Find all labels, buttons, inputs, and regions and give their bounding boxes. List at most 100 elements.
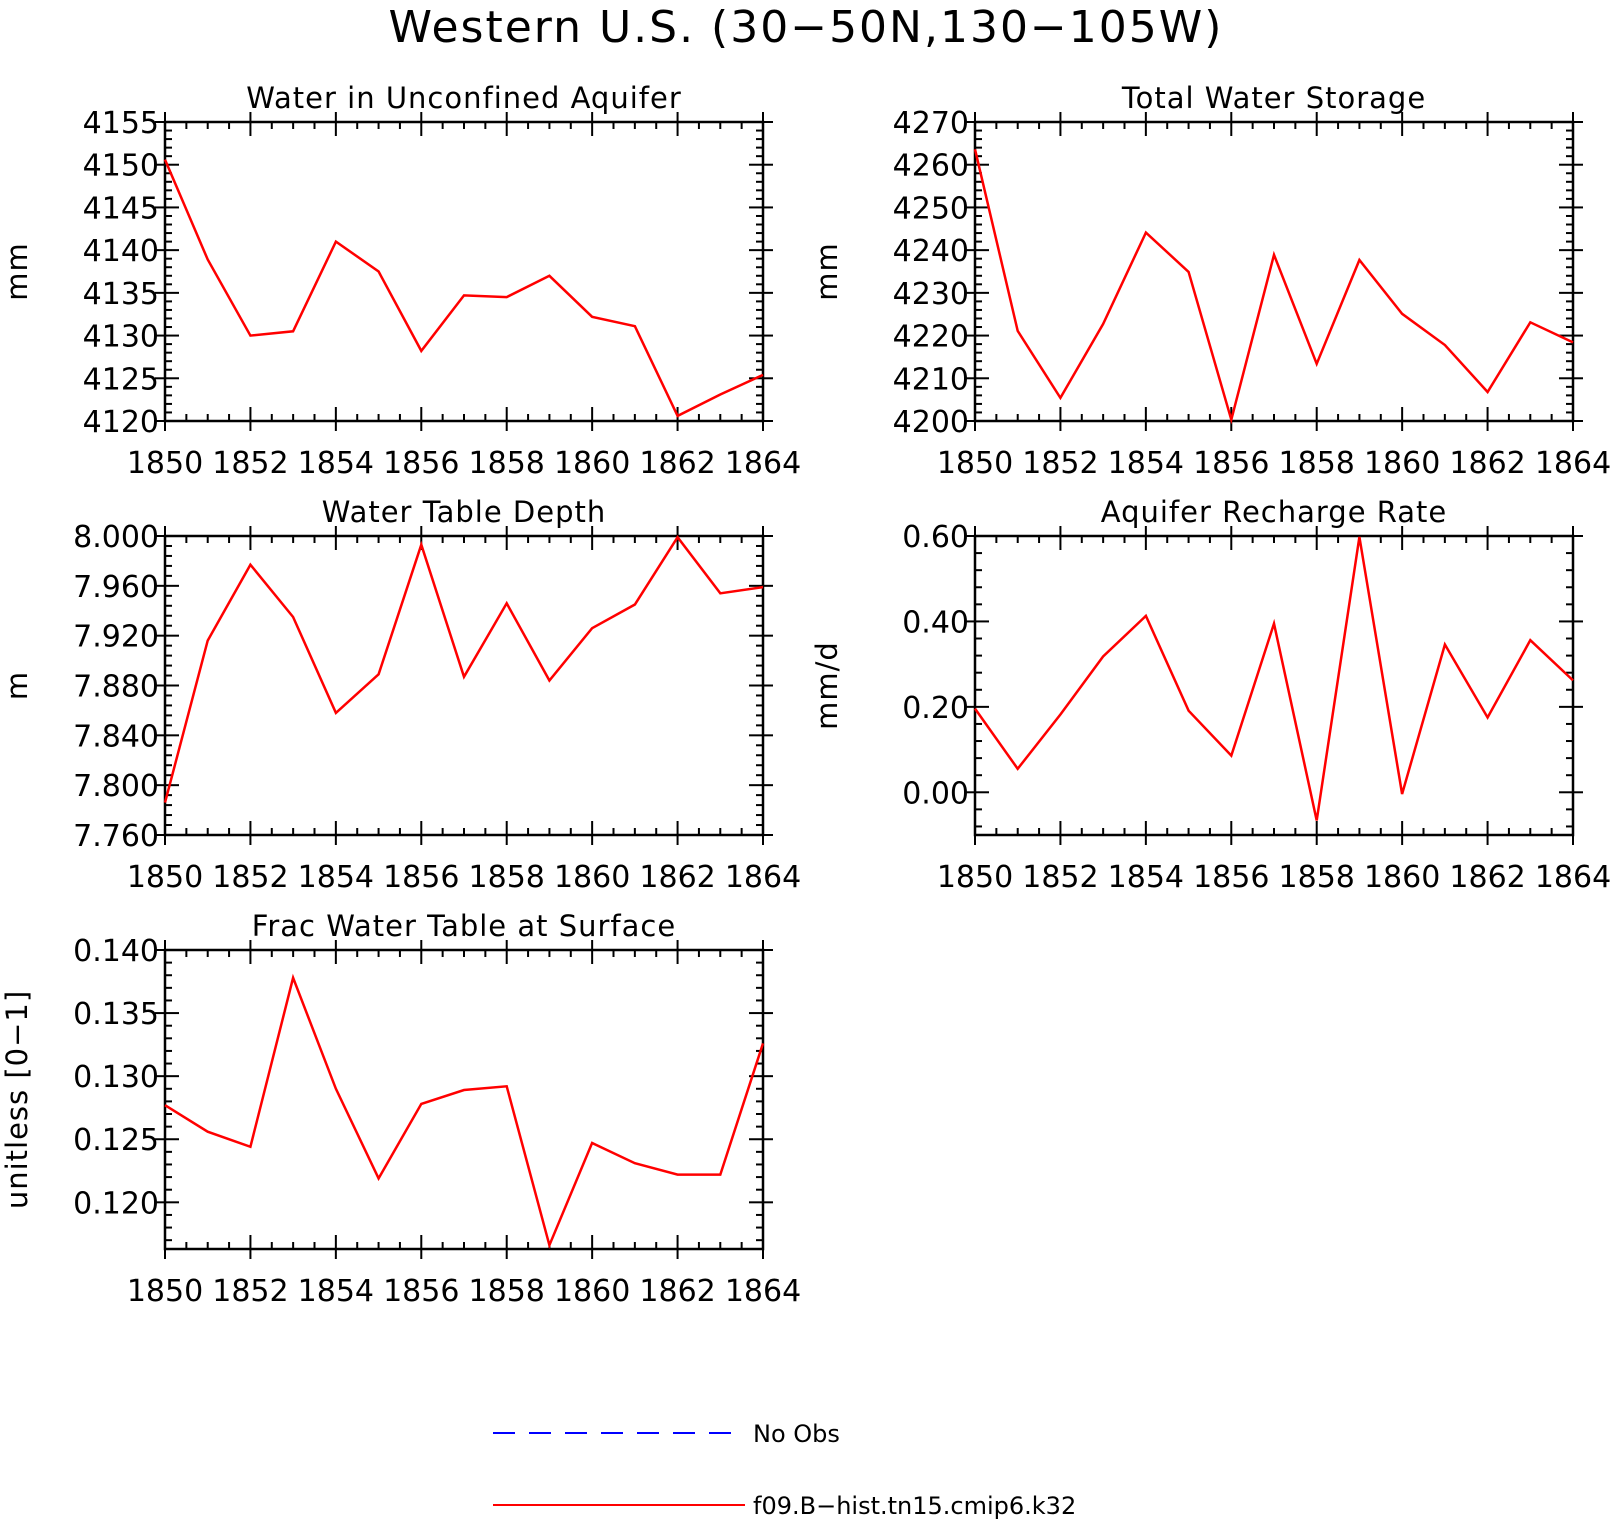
legend: No Obs f09.B−hist.tn15.cmip6.k32 — [493, 1420, 1076, 1519]
x-tick-label: 1854 — [298, 446, 374, 481]
x-tick-label: 1860 — [1364, 860, 1440, 895]
x-tick-label: 1852 — [1022, 860, 1098, 895]
y-tick-label: 0.125 — [73, 1123, 159, 1158]
y-tick-label: 4130 — [83, 320, 159, 355]
y-tick-label: 4140 — [83, 234, 159, 269]
x-tick-label: 1852 — [212, 1274, 288, 1309]
x-tick-label: 1850 — [127, 446, 203, 481]
x-tick-label: 1856 — [383, 446, 459, 481]
x-tick-label: 1850 — [127, 860, 203, 895]
x-tick-label: 1864 — [725, 860, 801, 895]
y-tick-label: 0.60 — [902, 520, 969, 555]
x-tick-label: 1850 — [127, 1274, 203, 1309]
panel-title: Water in Unconfined Aquifer — [246, 81, 682, 115]
y-tick-label: 7.880 — [73, 670, 159, 705]
y-tick-label: 8.000 — [73, 520, 159, 555]
panel-title: Aquifer Recharge Rate — [1101, 495, 1448, 529]
y-axis-label: m — [0, 671, 34, 700]
y-axis-label: mm — [810, 242, 844, 301]
y-tick-label: 4240 — [893, 234, 969, 269]
x-tick-label: 1856 — [1193, 446, 1269, 481]
x-tick-label: 1856 — [1193, 860, 1269, 895]
panel-aquifer-recharge-rate: Aquifer Recharge Rate mm/d 1850 1852 1854 185… — [810, 495, 1611, 895]
figure-title: Western U.S. (30−50N,130−105W) — [389, 2, 1224, 53]
x-tick-label: 1854 — [298, 1274, 374, 1309]
panel-water-table-depth: Water Table Depth m 1850 1852 1854 1856 1858 18… — [0, 495, 801, 895]
x-tick-label: 1858 — [469, 860, 545, 895]
x-tick-label: 1862 — [639, 446, 715, 481]
x-tick-label: 1862 — [1449, 446, 1525, 481]
y-tick-label: 7.800 — [73, 769, 159, 804]
y-tick-label: 4230 — [893, 277, 969, 312]
y-tick-label: 4125 — [83, 362, 159, 397]
x-tick-label: 1860 — [554, 1274, 630, 1309]
y-tick-label: 0.40 — [902, 605, 969, 640]
x-tick-label: 1858 — [1279, 446, 1355, 481]
y-tick-label: 4250 — [893, 191, 969, 226]
x-tick-label: 1864 — [1535, 446, 1611, 481]
y-tick-label: 4135 — [83, 277, 159, 312]
y-tick-label: 0.135 — [73, 997, 159, 1032]
plot-frame — [163, 534, 765, 837]
x-tick-label: 1864 — [1535, 860, 1611, 895]
x-tick-label: 1854 — [1108, 860, 1184, 895]
panel-title: Water Table Depth — [322, 495, 607, 529]
x-tick-label: 1852 — [212, 446, 288, 481]
x-tick-label: 1860 — [554, 860, 630, 895]
x-tick-label: 1854 — [1108, 446, 1184, 481]
x-tick-label: 1850 — [937, 860, 1013, 895]
x-tick-label: 1860 — [1364, 446, 1440, 481]
x-tick-label: 1864 — [725, 1274, 801, 1309]
y-tick-label: 4210 — [893, 362, 969, 397]
series-line — [163, 535, 764, 803]
series-line — [973, 536, 1574, 821]
y-tick-label: 4145 — [83, 191, 159, 226]
x-tick-label: 1862 — [639, 1274, 715, 1309]
x-tick-label: 1856 — [383, 860, 459, 895]
panels: Water in Unconfined Aquifer mm 1850 1852 185… — [0, 81, 1611, 1309]
series-line — [163, 159, 764, 418]
y-axis-label: mm/d — [810, 641, 844, 730]
y-tick-label: 0.130 — [73, 1060, 159, 1095]
x-tick-label: 1862 — [1449, 860, 1525, 895]
x-tick-label: 1850 — [937, 446, 1013, 481]
x-tick-label: 1860 — [554, 446, 630, 481]
y-tick-label: 7.840 — [73, 719, 159, 754]
y-tick-label: 0.00 — [902, 776, 969, 811]
y-tick-label: 4220 — [893, 320, 969, 355]
y-tick-label: 7.920 — [73, 620, 159, 655]
y-tick-label: 4260 — [893, 149, 969, 184]
x-tick-label: 1858 — [469, 446, 545, 481]
panel-frac-water-table-at-surface: Frac Water Table at Surface unitless [0−1… — [0, 909, 801, 1309]
panel-water-in-unconfined-aquifer: Water in Unconfined Aquifer mm 1850 1852 185… — [0, 81, 801, 481]
series-line — [164, 973, 765, 1250]
x-tick-label: 1854 — [298, 860, 374, 895]
plot-frame — [973, 120, 1575, 423]
y-axis-label: unitless [0−1] — [0, 990, 34, 1209]
x-tick-label: 1864 — [725, 446, 801, 481]
x-tick-label: 1862 — [639, 860, 715, 895]
y-tick-label: 7.760 — [73, 819, 159, 854]
plot-frame — [163, 120, 765, 423]
legend-model-label: f09.B−hist.tn15.cmip6.k32 — [753, 1492, 1076, 1519]
x-tick-label: 1858 — [469, 1274, 545, 1309]
y-tick-label: 4155 — [83, 106, 159, 141]
plot-frame — [163, 948, 765, 1251]
y-tick-label: 4120 — [83, 405, 159, 440]
plot-frame — [973, 534, 1575, 837]
series-line — [973, 149, 1574, 425]
y-axis-label: mm — [0, 242, 34, 301]
panel-total-water-storage: Total Water Storage mm 1850 1852 1854 1856 185… — [810, 81, 1611, 481]
y-tick-label: 0.140 — [73, 934, 159, 969]
x-tick-label: 1852 — [1022, 446, 1098, 481]
x-tick-label: 1852 — [212, 860, 288, 895]
y-tick-label: 4270 — [893, 106, 969, 141]
panel-title: Total Water Storage — [1121, 81, 1426, 115]
y-tick-label: 4200 — [893, 405, 969, 440]
y-tick-label: 0.20 — [902, 691, 969, 726]
y-tick-label: 0.120 — [73, 1186, 159, 1221]
x-tick-label: 1858 — [1279, 860, 1355, 895]
y-tick-label: 7.960 — [73, 570, 159, 605]
panel-title: Frac Water Table at Surface — [252, 909, 676, 943]
